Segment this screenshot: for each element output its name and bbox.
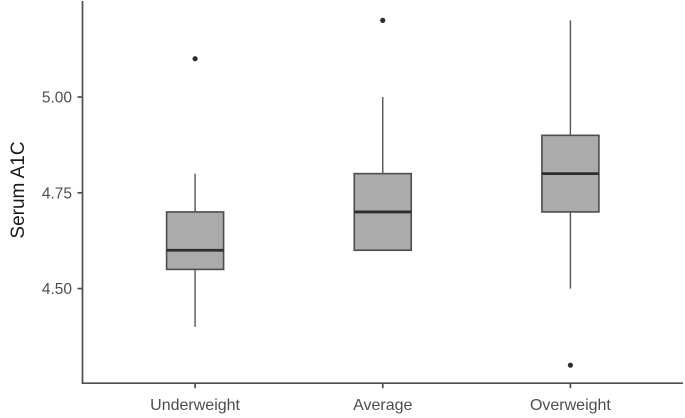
outlier-point [380, 17, 386, 23]
x-category-label: Average [353, 397, 412, 414]
y-axis-title: Serum A1C [8, 141, 29, 238]
outlier-point [192, 56, 198, 62]
y-tick-label: 4.75 [42, 185, 72, 202]
outlier-point [567, 362, 574, 368]
x-category-label: Overweight [530, 397, 611, 414]
y-tick-label: 5.00 [42, 90, 73, 107]
x-category-label: Underweight [150, 397, 240, 414]
iqr-box [165, 211, 225, 271]
y-tick-label: 4.50 [42, 281, 73, 298]
